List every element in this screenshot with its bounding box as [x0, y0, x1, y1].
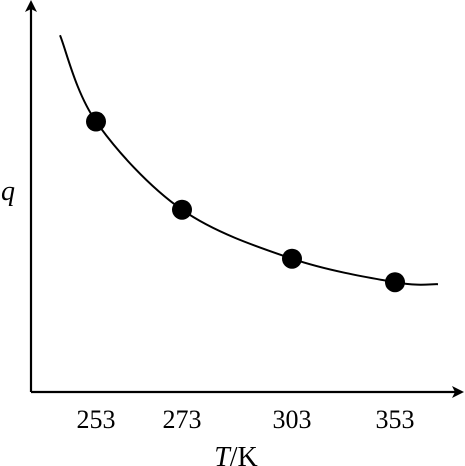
- data-point-253: [86, 111, 106, 132]
- x-tick-label-273: 273: [163, 405, 202, 434]
- plot-area: 253 273 303 353: [59, 34, 439, 434]
- y-axis-title: q: [1, 176, 15, 207]
- data-point-303: [282, 248, 302, 269]
- x-tick-label-353: 353: [376, 405, 415, 434]
- x-tick-label-303: 303: [273, 405, 312, 434]
- fit-curve: [59, 34, 439, 286]
- x-tick-label-253: 253: [77, 405, 116, 434]
- data-point-273: [172, 199, 192, 220]
- data-point-353: [385, 272, 405, 293]
- x-axis-title: T/K: [214, 442, 258, 466]
